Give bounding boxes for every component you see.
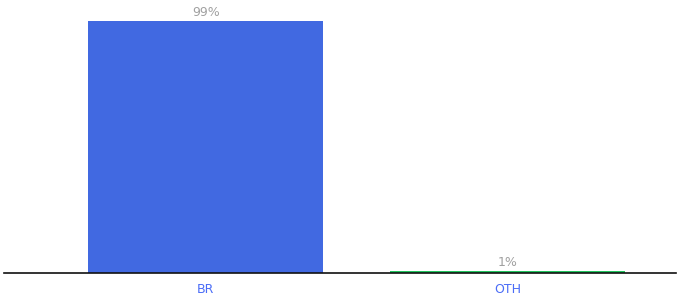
Bar <box>390 271 626 273</box>
Text: 1%: 1% <box>498 256 518 268</box>
Text: 99%: 99% <box>192 6 220 19</box>
Bar <box>88 21 323 273</box>
